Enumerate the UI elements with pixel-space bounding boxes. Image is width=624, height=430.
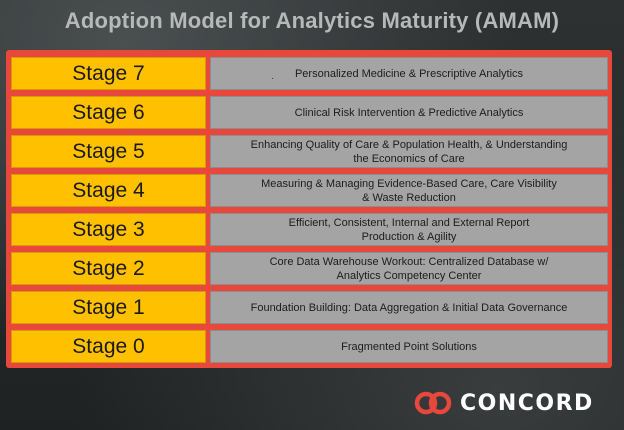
stage-row: Stage 3 Efficient, Consistent, Internal … bbox=[11, 213, 608, 246]
stage-row: Stage 2 Core Data Warehouse Workout: Cen… bbox=[11, 252, 608, 285]
stage-description: Foundation Building: Data Aggregation & … bbox=[210, 291, 608, 324]
stage-label: Stage 5 bbox=[11, 135, 206, 168]
page-title: Adoption Model for Analytics Maturity (A… bbox=[64, 8, 560, 33]
stage-description-text: Personalized Medicine & Prescriptive Ana… bbox=[294, 67, 524, 80]
stage-label: Stage 4 bbox=[11, 174, 206, 207]
stage-description: Fragmented Point Solutions bbox=[210, 330, 608, 363]
stage-row: Stage 6 Clinical Risk Intervention & Pre… bbox=[11, 96, 608, 129]
stage-description: Efficient, Consistent, Internal and Exte… bbox=[210, 213, 608, 246]
stage-label: Stage 0 bbox=[11, 330, 206, 363]
concord-logo: CONCORD bbox=[414, 386, 594, 420]
stage-description: Core Data Warehouse Workout: Centralized… bbox=[210, 252, 608, 285]
stage-row: Stage 1 Foundation Building: Data Aggreg… bbox=[11, 291, 608, 324]
stage-description: Measuring & Managing Evidence-Based Care… bbox=[210, 174, 608, 207]
stage-label: Stage 3 bbox=[11, 213, 206, 246]
stage-row: Stage 4 Measuring & Managing Evidence-Ba… bbox=[11, 174, 608, 207]
stray-marker: . bbox=[271, 71, 274, 82]
logo-text: CONCORD bbox=[460, 390, 594, 416]
stage-description: . Personalized Medicine & Prescriptive A… bbox=[210, 57, 608, 90]
stage-description: Enhancing Quality of Care & Population H… bbox=[210, 135, 608, 168]
stage-label: Stage 1 bbox=[11, 291, 206, 324]
concord-logo-icon bbox=[414, 391, 452, 415]
stage-row: Stage 7 . Personalized Medicine & Prescr… bbox=[11, 57, 608, 90]
stage-label: Stage 2 bbox=[11, 252, 206, 285]
stage-row: Stage 5 Enhancing Quality of Care & Popu… bbox=[11, 135, 608, 168]
maturity-table: Stage 7 . Personalized Medicine & Prescr… bbox=[6, 50, 612, 368]
stage-row: Stage 0 Fragmented Point Solutions bbox=[11, 330, 608, 363]
stage-description: Clinical Risk Intervention & Predictive … bbox=[210, 96, 608, 129]
stage-label: Stage 7 bbox=[11, 57, 206, 90]
stage-label: Stage 6 bbox=[11, 96, 206, 129]
